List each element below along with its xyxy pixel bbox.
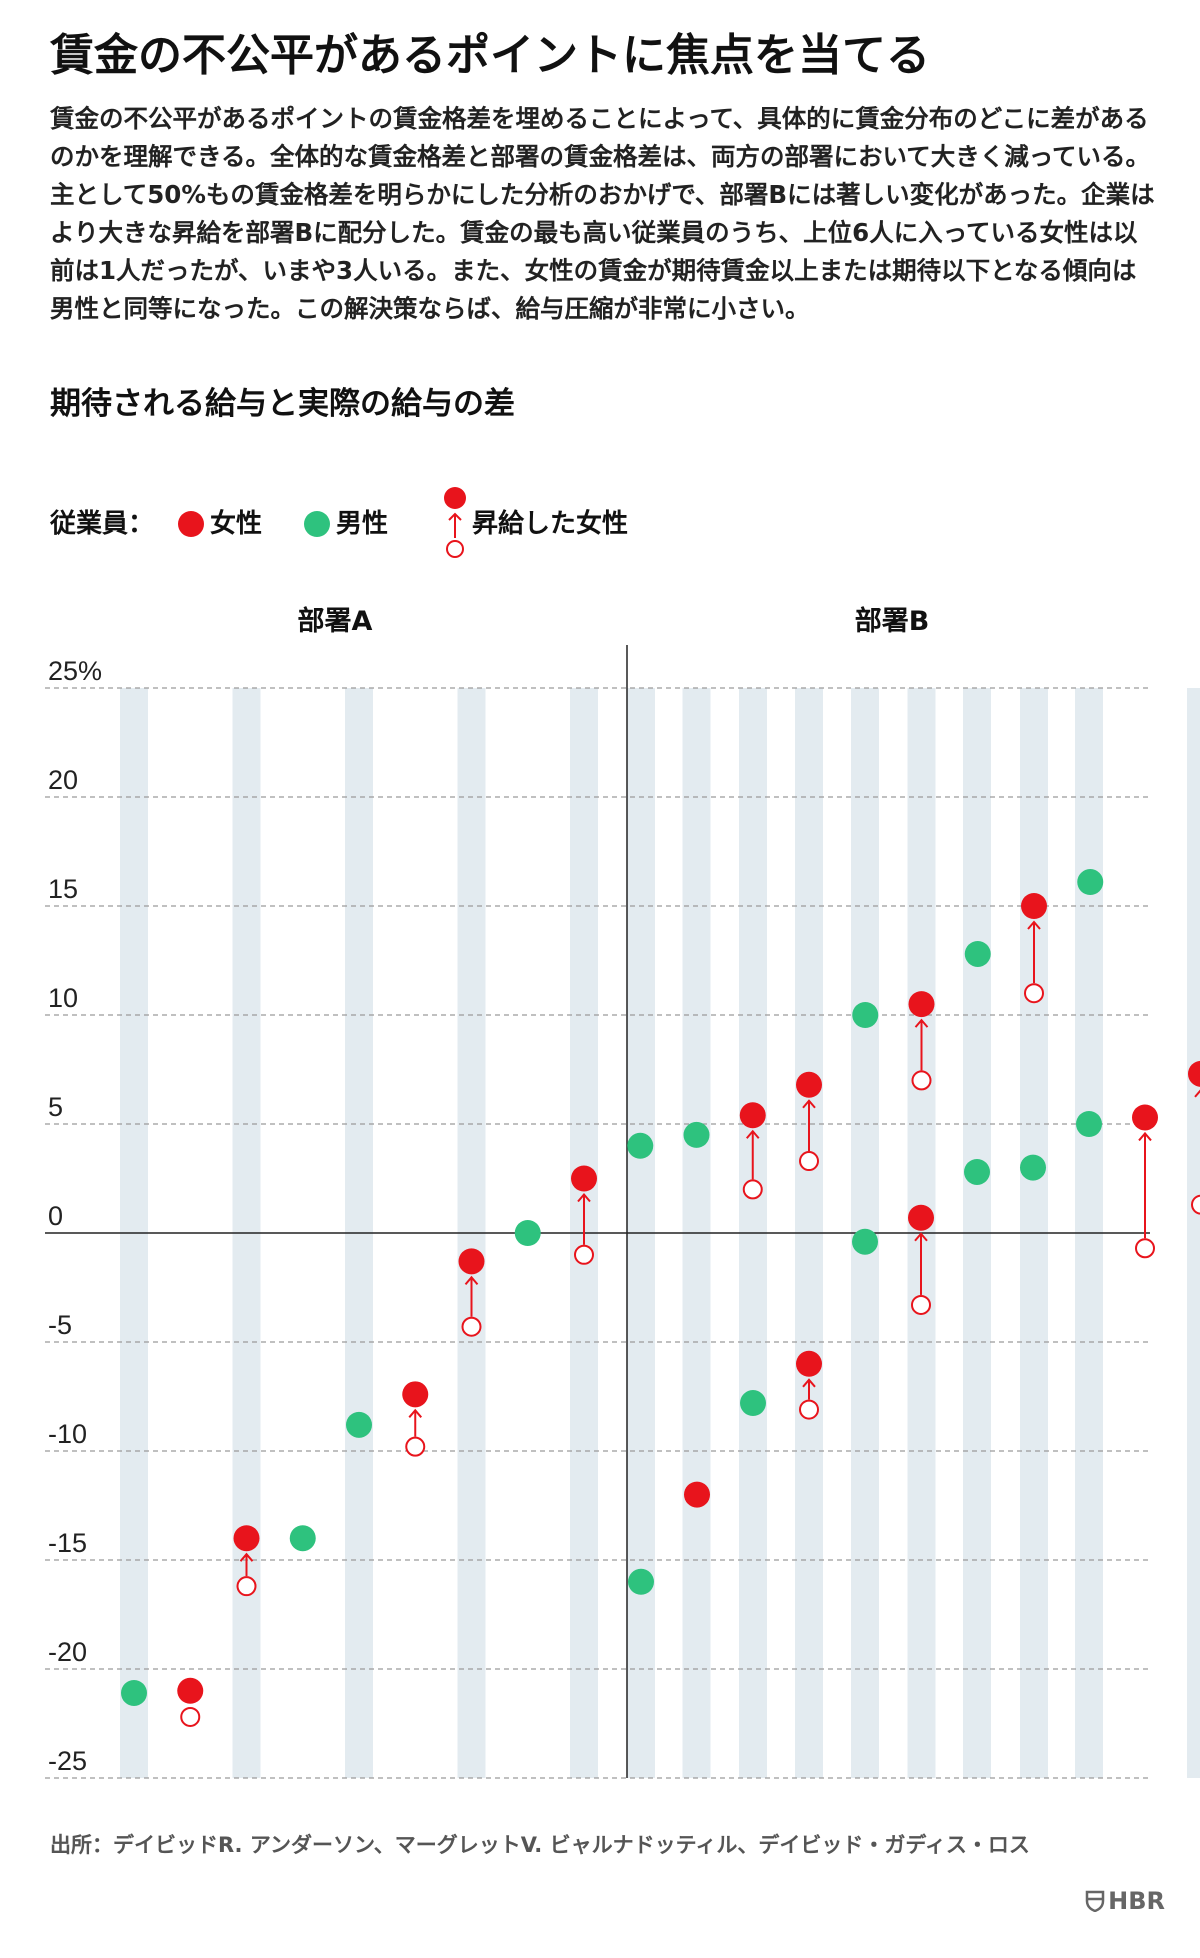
man-point: [852, 1002, 879, 1028]
woman-point: [1188, 1060, 1200, 1087]
before-raise-point: [911, 1294, 931, 1315]
man-point: [346, 1411, 372, 1438]
woman-point: [908, 991, 935, 1018]
man-point: [1020, 1154, 1046, 1181]
raise-arrow-head: [577, 1192, 591, 1203]
legend-women-label: 女性: [210, 509, 263, 539]
y-tick-label: 5: [48, 1092, 63, 1122]
y-tick-label: -5: [48, 1310, 72, 1340]
before-raise-point: [799, 1399, 819, 1420]
before-raise-point: [405, 1436, 426, 1457]
y-tick-label: 0: [48, 1201, 63, 1231]
man-point: [1076, 1111, 1102, 1137]
woman-point: [571, 1165, 597, 1192]
raise-arrow-head: [745, 1129, 760, 1139]
woman-point: [1021, 893, 1047, 919]
legend-title: 従業員：: [50, 509, 155, 539]
before-raise-point: [799, 1151, 819, 1172]
brand-logo: HBR: [1085, 1886, 1165, 1916]
woman-point: [739, 1102, 766, 1129]
raise-arrow-head: [239, 1552, 254, 1562]
salary-gap-chart: 25% 20 15 10 5 0 -5 -10 -15 -20 -25 部署A 部署B: [45, 605, 1200, 1779]
y-tick-label: -25: [48, 1746, 87, 1776]
raise-arrow-head: [1027, 920, 1041, 930]
woman-point: [796, 1071, 822, 1098]
man-point: [628, 1568, 654, 1595]
legend: 従業員： 女性 男性 昇給した女性: [50, 478, 750, 578]
man-point: [627, 1132, 654, 1159]
page-title: 賃金の不公平があるポイントに焦点を当てる: [50, 30, 930, 81]
before-raise-point: [911, 1070, 932, 1091]
y-tick-label: 25%: [48, 656, 102, 686]
woman-point: [684, 1481, 710, 1508]
raise-arrow-head: [802, 1099, 816, 1109]
y-tick-label: -10: [48, 1419, 87, 1449]
raise-arrow-head: [802, 1378, 816, 1388]
legend-raised-label: 昇給した女性: [472, 509, 629, 539]
raise-arrow-head: [1194, 1089, 1200, 1098]
man-point: [964, 940, 991, 967]
man-point: [683, 1121, 710, 1148]
before-raise-point: [236, 1576, 257, 1597]
y-tick-label: -15: [48, 1528, 87, 1558]
before-raise-point: [461, 1316, 482, 1337]
man-point: [289, 1525, 316, 1552]
raise-arrow-head: [914, 1232, 928, 1242]
hbr-shield-icon: [1085, 1890, 1105, 1913]
raise-arrow-head: [1138, 1131, 1152, 1142]
woman-point: [908, 1204, 934, 1231]
before-raise-point: [180, 1706, 201, 1727]
y-tick-label: 10: [48, 983, 78, 1013]
raised-woman-icon: [444, 487, 466, 558]
before-raise-point: [742, 1179, 763, 1200]
women-dot-icon: [178, 511, 204, 537]
woman-point: [233, 1525, 260, 1552]
raise-arrow-head: [464, 1275, 479, 1285]
y-tick-label: 15: [48, 874, 78, 904]
source-note: 出所：デイビッドR. アンダーソン、マーグレットV. ビャルナドッティル、デイビ…: [50, 1833, 1030, 1857]
before-raise-point: [1024, 983, 1044, 1004]
description-text: 賃金の不公平があるポイントの賃金格差を埋めることによって、具体的に賃金分布のどこ…: [50, 104, 1155, 323]
men-dot-icon: [304, 511, 330, 537]
woman-point: [1132, 1104, 1158, 1131]
brand-text: HBR: [1108, 1887, 1165, 1915]
woman-point: [796, 1350, 822, 1377]
before-raise-point: [1191, 1194, 1200, 1215]
before-raise-point: [574, 1244, 594, 1265]
woman-point: [402, 1381, 429, 1408]
column-band: [1187, 688, 1200, 1778]
man-point: [1077, 869, 1104, 896]
before-raise-point: [1135, 1238, 1155, 1259]
man-point: [514, 1220, 541, 1246]
man-point: [740, 1390, 766, 1417]
legend-men-label: 男性: [336, 509, 389, 539]
y-tick-label: -20: [48, 1637, 87, 1667]
panel-title: 部署B: [855, 605, 930, 637]
man-point: [964, 1158, 990, 1185]
y-tick-label: 20: [48, 765, 78, 795]
raise-arrow-head: [408, 1408, 423, 1418]
panel-title: 部署A: [298, 605, 373, 637]
man-point: [852, 1228, 878, 1255]
raise-arrow-head: [914, 1018, 929, 1028]
chart-subtitle: 期待される給与と実際の給与の差: [50, 386, 515, 422]
woman-point: [458, 1248, 485, 1275]
woman-point: [177, 1677, 204, 1704]
man-point: [121, 1679, 147, 1706]
